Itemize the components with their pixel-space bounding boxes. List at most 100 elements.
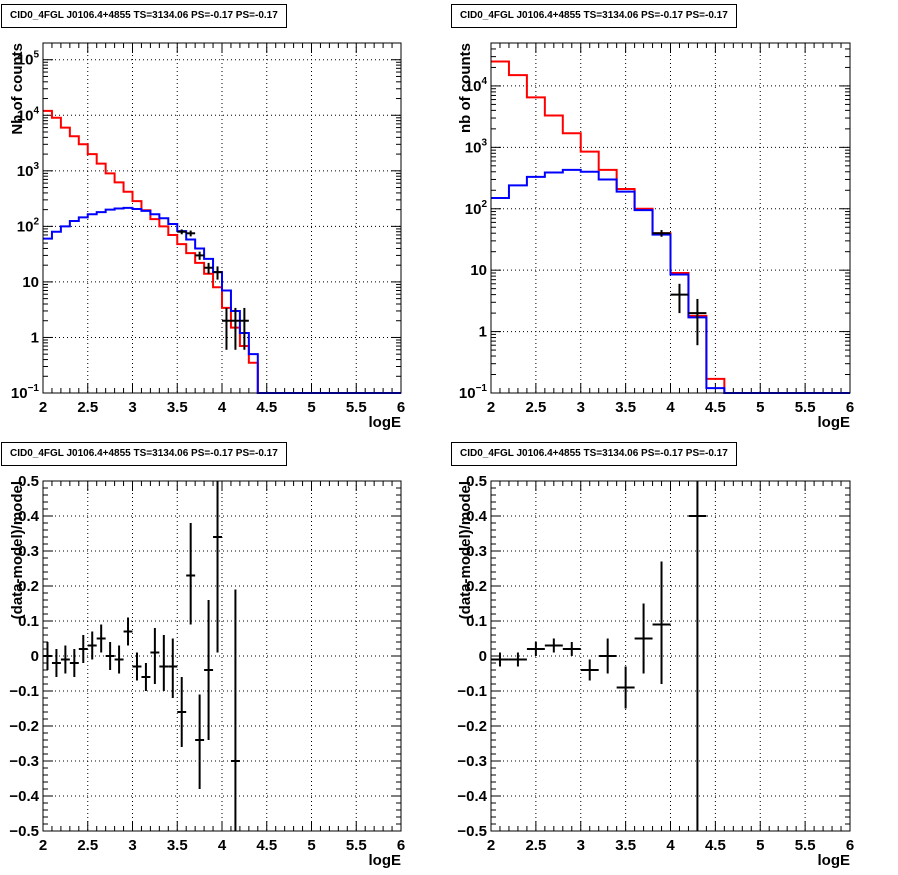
data-point — [78, 635, 88, 663]
x-tick-label: 4.5 — [256, 837, 277, 854]
data-point — [114, 645, 124, 674]
chart-plot: 2 2.5 3 3.5 4 4.5 5 5.5 6 10−1 1 10 102 103 104 105 logE… — [9, 42, 405, 431]
data-point — [616, 666, 635, 709]
x-tick-label: 3 — [128, 399, 136, 416]
data-point — [508, 652, 527, 667]
y-tick-label: −0.4 — [9, 788, 39, 805]
x-tick-label: 3 — [577, 837, 585, 854]
y-tick-label: 10−1 — [11, 383, 40, 402]
plot-frame — [42, 42, 402, 394]
x-tick-label: 2.5 — [525, 399, 546, 416]
y-tick-label: 102 — [465, 199, 488, 218]
data-point — [60, 645, 70, 674]
x-tick-label: 4 — [666, 399, 675, 416]
x-tick-label: 3.5 — [167, 399, 188, 416]
x-tick-label: 2.5 — [77, 399, 98, 416]
x-tick-label: 4.5 — [705, 837, 726, 854]
data-point — [213, 266, 222, 280]
y-tick-label: 0.1 — [466, 613, 487, 630]
y-tick-label: 0.4 — [18, 508, 40, 525]
data-point — [670, 283, 689, 314]
y-tick-label: −0.2 — [457, 718, 487, 735]
data-point — [195, 251, 205, 260]
x-tick-label: 5.5 — [795, 399, 816, 416]
data-point — [580, 659, 599, 681]
x-tick-label: 6 — [846, 837, 854, 854]
data-point — [186, 523, 196, 625]
y-tick-label: 1 — [479, 324, 487, 341]
data-point — [562, 642, 581, 656]
y-tick-label: 0.4 — [466, 508, 488, 525]
y-tick-label: −0.5 — [9, 823, 39, 840]
chart-title: CID0_4FGL J0106.4+4855 TS=3134.06 PS=-0.… — [451, 4, 737, 28]
y-tick-label: −0.1 — [457, 683, 487, 700]
y-tick-label: 104 — [465, 76, 488, 95]
x-axis-label: logE — [369, 414, 402, 431]
data-point — [150, 628, 160, 684]
y-tick-label: 103 — [465, 137, 488, 156]
grid — [43, 481, 401, 831]
x-tick-label: 6 — [397, 837, 405, 854]
y-axis-label: (data-model)/model — [457, 481, 474, 619]
data-point — [186, 230, 196, 237]
data-point — [544, 638, 563, 653]
y-tick-label: −0.1 — [9, 683, 39, 700]
y-tick-label: 105 — [17, 50, 40, 69]
pad-bottom-left: CID0_4FGL J0106.4+4855 TS=3134.06 PS=-0.… — [0, 437, 449, 875]
x-axis-label: logE — [369, 852, 402, 869]
x-axis-label: logE — [818, 414, 851, 431]
y-tick-label: 0.2 — [466, 578, 487, 595]
y-tick-label: 0.1 — [18, 613, 39, 630]
data-point — [213, 481, 222, 653]
data-point — [526, 642, 545, 656]
x-tick-label: 2 — [39, 399, 47, 416]
x-tick-label: 2.5 — [525, 837, 546, 854]
x-tick-label: 3 — [577, 399, 585, 416]
x-tick-label: 2 — [487, 399, 495, 416]
grid — [43, 43, 401, 393]
y-axis-label: Nb of counts — [9, 43, 26, 135]
y-tick-label: 0.5 — [466, 473, 487, 490]
plot-frame — [42, 480, 402, 832]
chart-title: CID0_4FGL J0106.4+4855 TS=3134.06 PS=-0.… — [1, 442, 287, 466]
x-tick-label: 6 — [846, 399, 854, 416]
x-tick-label: 5 — [307, 837, 315, 854]
data-point — [105, 642, 115, 670]
x-tick-label: 6 — [397, 399, 405, 416]
data-point — [688, 481, 707, 831]
x-axis-label: logE — [818, 852, 851, 869]
plot-frame — [490, 42, 851, 394]
data-point — [204, 262, 214, 274]
data-point — [239, 307, 249, 350]
y-axis-label: nb of counts — [457, 43, 474, 133]
chart-plot: 2 2.5 3 3.5 4 4.5 5 5.5 6 −0.5 −0.4 −0.3 −0.2 −0.1 0 0.… — [9, 473, 405, 869]
y-tick-label: −0.3 — [9, 753, 39, 770]
chart-plot: 2 2.5 3 3.5 4 4.5 5 5.5 6 −0.5 −0.4 −0.3 −0.2 −0.1 0 0.… — [457, 473, 854, 869]
data-point — [195, 694, 205, 789]
x-tick-label: 4 — [218, 837, 227, 854]
y-tick-label: 0.5 — [18, 473, 39, 490]
y-tick-label: 0.2 — [18, 578, 39, 595]
x-tick-label: 5.5 — [346, 399, 367, 416]
y-tick-label: 10−1 — [459, 383, 488, 402]
data-point — [141, 663, 151, 691]
data-point — [69, 649, 79, 677]
y-tick-label: −0.2 — [9, 718, 39, 735]
y-tick-label: −0.5 — [457, 823, 487, 840]
data-point — [204, 600, 214, 740]
chart-title: CID0_4FGL J0106.4+4855 TS=3134.06 PS=-0.… — [451, 442, 737, 466]
y-tick-label: 10 — [22, 274, 39, 291]
y-tick-label: 0.3 — [18, 543, 39, 560]
data-point — [230, 307, 240, 350]
data-point — [688, 298, 707, 346]
y-tick-label: 0 — [31, 648, 39, 665]
y-tick-label: 103 — [17, 161, 40, 180]
x-tick-label: 4 — [666, 837, 675, 854]
y-tick-label: 0 — [479, 648, 487, 665]
chart-title: CID0_4FGL J0106.4+4855 TS=3134.06 PS=-0.… — [1, 4, 287, 28]
data-point — [96, 624, 106, 653]
x-tick-label: 5 — [307, 399, 315, 416]
x-tick-label: 5 — [756, 837, 764, 854]
y-tick-label: 10 — [470, 262, 487, 279]
y-tick-label: −0.4 — [457, 788, 487, 805]
